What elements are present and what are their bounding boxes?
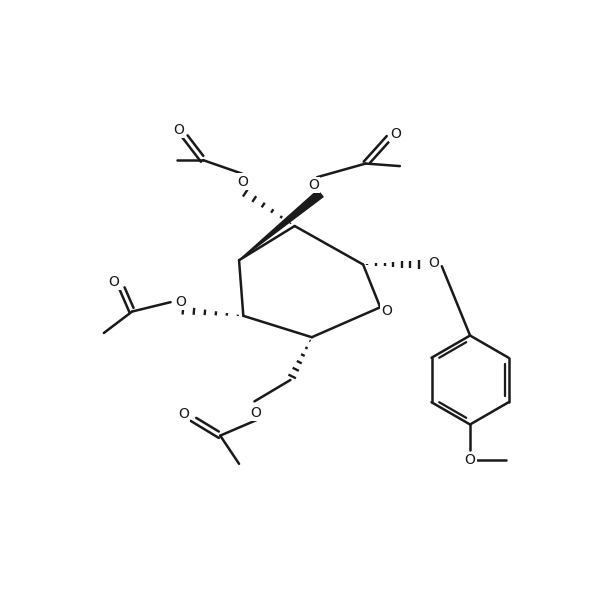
Text: O: O <box>381 304 392 318</box>
Text: O: O <box>173 123 184 137</box>
Text: O: O <box>390 127 401 140</box>
Text: O: O <box>175 295 187 309</box>
Text: O: O <box>428 256 439 270</box>
Text: O: O <box>464 454 475 467</box>
Text: O: O <box>109 275 119 289</box>
Polygon shape <box>239 190 323 260</box>
Text: O: O <box>237 175 248 188</box>
Text: O: O <box>308 178 319 192</box>
Text: O: O <box>251 406 262 419</box>
Text: O: O <box>178 407 189 421</box>
